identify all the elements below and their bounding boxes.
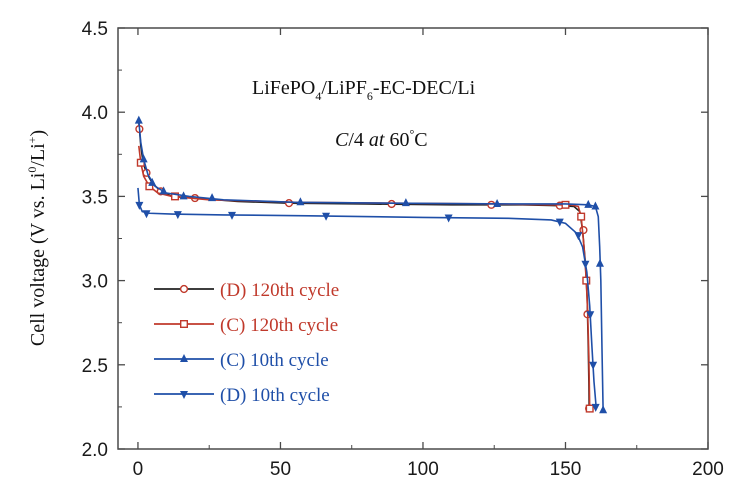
data-point bbox=[555, 218, 564, 227]
y-tick-label: 4.0 bbox=[82, 103, 108, 124]
legend-item: (D) 120th cycle bbox=[154, 280, 339, 301]
data-point bbox=[584, 199, 593, 208]
data-point bbox=[208, 193, 217, 202]
x-tick-label: 50 bbox=[270, 459, 291, 480]
chart-title: LiFePO4/LiPF6-EC-DEC/Li bbox=[252, 77, 476, 103]
data-point bbox=[591, 201, 600, 210]
series-line bbox=[138, 120, 604, 411]
series-4 bbox=[135, 187, 600, 412]
data-point bbox=[139, 154, 148, 163]
data-point bbox=[577, 212, 586, 221]
legend-label: (D) 120th cycle bbox=[220, 280, 339, 301]
data-point bbox=[171, 192, 180, 201]
x-tick-label: 200 bbox=[692, 459, 724, 480]
y-tick-label: 2.5 bbox=[82, 356, 108, 377]
legend-label: (C) 10th cycle bbox=[220, 350, 329, 371]
data-point bbox=[284, 199, 294, 208]
data-point bbox=[581, 260, 590, 269]
legend-marker bbox=[180, 391, 188, 399]
legend-label: (C) 120th cycle bbox=[220, 315, 338, 336]
data-point bbox=[173, 211, 182, 220]
series-2 bbox=[136, 145, 594, 413]
test-condition-label: C/4 at 60°C bbox=[335, 127, 428, 151]
series-line bbox=[138, 145, 591, 409]
data-point bbox=[444, 214, 453, 223]
series-3 bbox=[134, 115, 608, 414]
data-point bbox=[179, 191, 188, 200]
data-point bbox=[599, 405, 608, 414]
y-tick-label: 2.0 bbox=[82, 440, 108, 461]
x-tick-label: 0 bbox=[133, 459, 144, 480]
data-point bbox=[145, 182, 154, 191]
data-point bbox=[387, 199, 396, 209]
series-1 bbox=[135, 118, 594, 413]
data-point bbox=[159, 186, 168, 195]
y-tick-label: 3.5 bbox=[82, 187, 108, 208]
legend-marker bbox=[179, 320, 188, 329]
data-point bbox=[296, 197, 305, 206]
data-point bbox=[401, 198, 410, 207]
legend-item: (C) 120th cycle bbox=[154, 315, 338, 336]
data-point bbox=[582, 276, 591, 285]
data-point bbox=[589, 361, 598, 370]
x-tick-label: 150 bbox=[550, 459, 582, 480]
legend-marker bbox=[179, 284, 189, 294]
legend-marker bbox=[180, 354, 188, 362]
data-point bbox=[595, 258, 604, 267]
data-point bbox=[574, 232, 583, 241]
data-point bbox=[135, 201, 144, 210]
legend-label: (D) 10th cycle bbox=[220, 385, 330, 406]
series-layer bbox=[134, 115, 608, 414]
series-line bbox=[137, 187, 598, 409]
data-point bbox=[134, 115, 143, 124]
legend-item: (D) 10th cycle bbox=[154, 385, 330, 406]
data-point bbox=[586, 311, 595, 320]
legend-item: (C) 10th cycle bbox=[154, 350, 329, 371]
data-point bbox=[591, 403, 600, 412]
data-point bbox=[142, 210, 151, 219]
data-point bbox=[228, 211, 237, 220]
data-point bbox=[322, 212, 331, 221]
data-point bbox=[493, 198, 502, 207]
data-point bbox=[487, 200, 496, 209]
data-point bbox=[148, 177, 157, 186]
axis-ticks: 0 50 100 150 200 2.0 2.5 3.0 3.5 4.0 4.5 bbox=[82, 19, 724, 480]
chart-legend: (D) 120th cycle (C) 120th cycle (C) 10th c… bbox=[154, 280, 339, 406]
data-point bbox=[585, 404, 594, 413]
series-line bbox=[137, 118, 590, 409]
y-tick-label: 3.0 bbox=[82, 272, 108, 293]
y-axis-title: Cell voltage (V vs. Li0/Li+) bbox=[25, 130, 49, 346]
y-tick-label: 4.5 bbox=[82, 19, 108, 40]
x-tick-label: 100 bbox=[407, 459, 439, 480]
